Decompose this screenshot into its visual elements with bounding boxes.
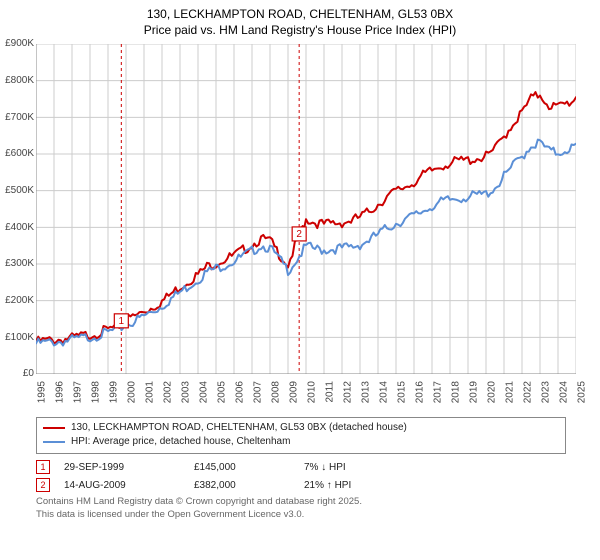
sale-marker: 2 (292, 227, 306, 241)
y-tick-label: £100K (5, 332, 34, 343)
x-tick-label: 2017 (432, 381, 443, 403)
x-tick-label: 2000 (126, 381, 137, 403)
sale-row: 1 29-SEP-1999£145,0007% ↓ HPI (36, 460, 566, 474)
legend-row: 130, LECKHAMPTON ROAD, CHELTENHAM, GL53 … (43, 421, 559, 435)
x-tick-label: 2004 (198, 381, 209, 403)
x-tick-label: 2020 (486, 381, 497, 403)
x-tick-label: 2021 (504, 381, 515, 403)
y-tick-label: £600K (5, 148, 34, 159)
x-tick-label: 2024 (558, 381, 569, 403)
legend-label: HPI: Average price, detached house, Chel… (71, 435, 290, 449)
sale-price: £145,000 (194, 462, 304, 473)
x-tick-label: 2001 (144, 381, 155, 403)
x-tick-label: 1997 (72, 381, 83, 403)
legend-row: HPI: Average price, detached house, Chel… (43, 435, 559, 449)
x-tick-label: 2010 (306, 381, 317, 403)
x-tick-label: 2015 (396, 381, 407, 403)
attribution: Contains HM Land Registry data © Crown c… (36, 496, 566, 522)
sale-delta: 7% ↓ HPI (304, 462, 346, 473)
sale-delta: 21% ↑ HPI (304, 480, 351, 491)
x-tick-label: 1998 (90, 381, 101, 403)
x-tick-label: 2002 (162, 381, 173, 403)
y-tick-label: £0 (23, 368, 34, 379)
title-line-2: Price paid vs. HM Land Registry's House … (0, 22, 600, 38)
sale-date: 29-SEP-1999 (64, 462, 194, 473)
y-tick-label: £800K (5, 75, 34, 86)
x-tick-label: 2016 (414, 381, 425, 403)
title-line-1: 130, LECKHAMPTON ROAD, CHELTENHAM, GL53 … (0, 6, 600, 22)
x-tick-label: 2023 (540, 381, 551, 403)
x-tick-label: 2025 (576, 381, 587, 403)
x-tick-label: 2007 (252, 381, 263, 403)
sale-date: 14-AUG-2009 (64, 480, 194, 491)
x-tick-label: 2013 (360, 381, 371, 403)
x-tick-label: 2011 (324, 381, 335, 403)
x-tick-label: 1995 (36, 381, 47, 403)
x-tick-label: 2005 (216, 381, 227, 403)
sale-marker: 1 (114, 314, 128, 328)
svg-text:1: 1 (119, 316, 125, 327)
sales-table: 1 29-SEP-1999£145,0007% ↓ HPI 2 14-AUG-2009… (36, 460, 566, 492)
x-tick-label: 2018 (450, 381, 461, 403)
x-axis-labels: 1995 1996 1997 1998 1999 2000 2001 2002 2003 2004… (36, 379, 576, 417)
x-tick-label: 2009 (288, 381, 299, 403)
sale-price: £382,000 (194, 480, 304, 491)
x-tick-label: 2006 (234, 381, 245, 403)
legend-label: 130, LECKHAMPTON ROAD, CHELTENHAM, GL53 … (71, 421, 407, 435)
legend: 130, LECKHAMPTON ROAD, CHELTENHAM, GL53 … (36, 417, 566, 454)
x-tick-label: 2022 (522, 381, 533, 403)
y-tick-label: £400K (5, 222, 34, 233)
x-tick-label: 2012 (342, 381, 353, 403)
x-tick-label: 2019 (468, 381, 479, 403)
sale-marker-box: 2 (36, 478, 50, 492)
attribution-line-2: This data is licensed under the Open Gov… (36, 509, 566, 522)
y-tick-label: £500K (5, 185, 34, 196)
x-tick-label: 2003 (180, 381, 191, 403)
legend-swatch (43, 427, 65, 429)
x-tick-label: 1999 (108, 381, 119, 403)
y-tick-label: £900K (5, 38, 34, 49)
x-tick-label: 2008 (270, 381, 281, 403)
chart-area: 12 1995199619971998199920002001200220032… (36, 44, 576, 417)
legend-swatch (43, 441, 65, 443)
y-tick-label: £300K (5, 258, 34, 269)
attribution-line-1: Contains HM Land Registry data © Crown c… (36, 496, 566, 509)
svg-text:2: 2 (296, 229, 302, 240)
x-tick-label: 2014 (378, 381, 389, 403)
y-tick-label: £700K (5, 112, 34, 123)
chart-title: 130, LECKHAMPTON ROAD, CHELTENHAM, GL53 … (0, 0, 600, 38)
sale-marker-box: 1 (36, 460, 50, 474)
line-chart: 12 (36, 44, 576, 374)
y-tick-label: £200K (5, 295, 34, 306)
sale-row: 2 14-AUG-2009£382,00021% ↑ HPI (36, 478, 566, 492)
x-tick-label: 1996 (54, 381, 65, 403)
